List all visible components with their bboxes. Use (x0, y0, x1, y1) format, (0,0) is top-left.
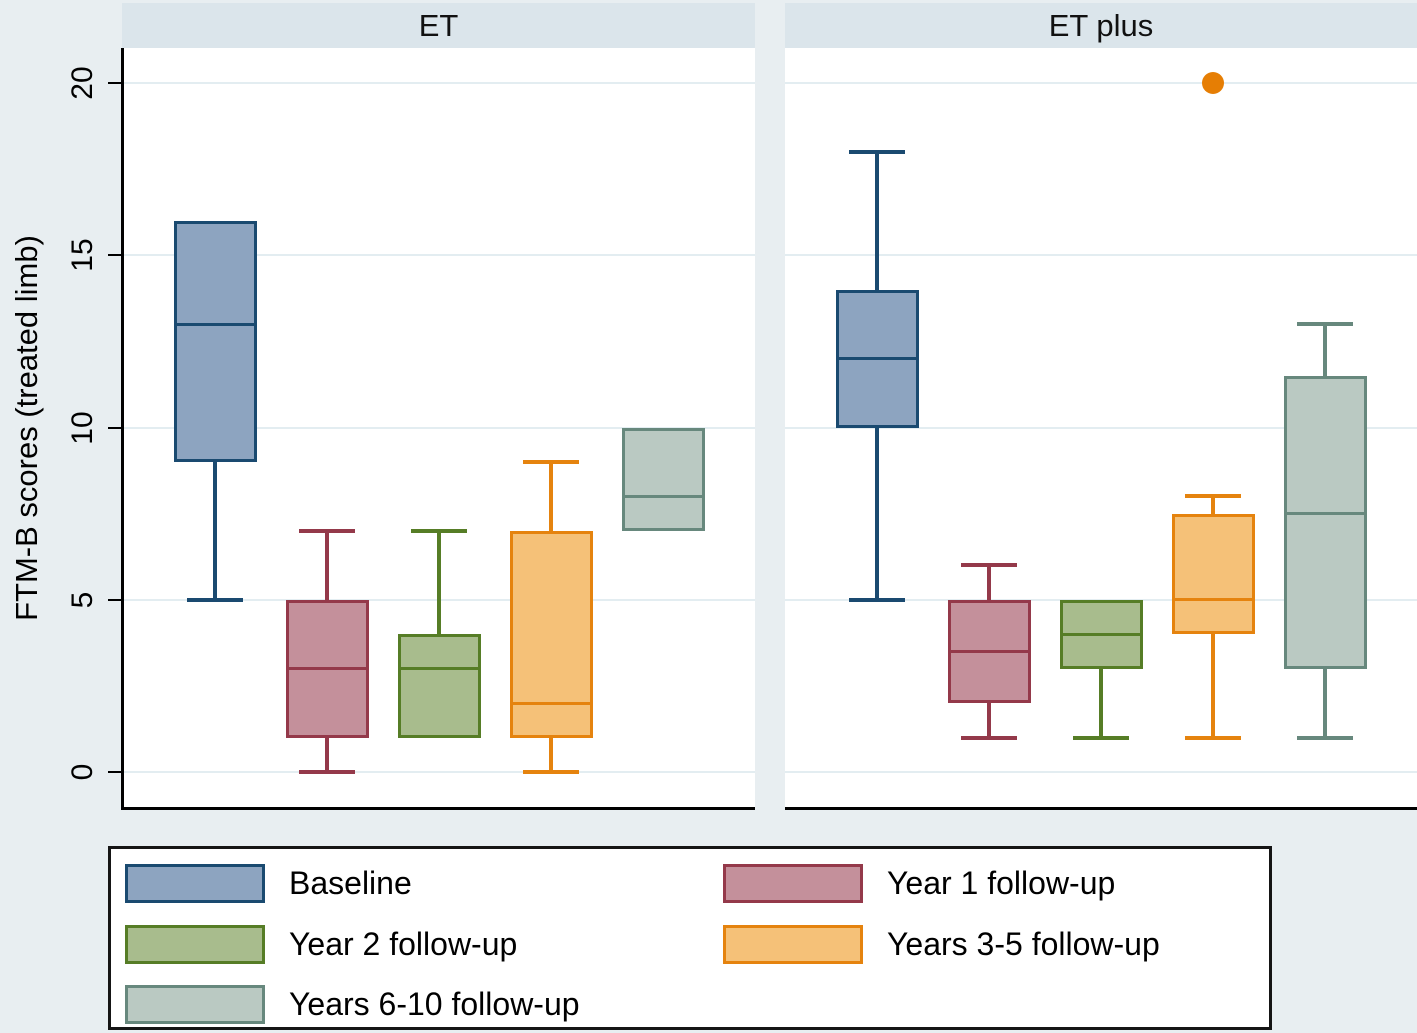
legend-swatch-year2 (125, 925, 265, 964)
box (173, 220, 257, 462)
y-tick-mark (108, 254, 123, 257)
gridline (123, 82, 755, 85)
whisker-cap (849, 597, 905, 602)
legend: Baseline Year 1 follow-up Year 2 follow-… (108, 846, 1272, 1030)
legend-item-baseline: Baseline (125, 864, 412, 903)
whisker-stem (325, 530, 329, 600)
whisker-cap (299, 528, 355, 533)
whisker-stem (1323, 668, 1327, 738)
whisker-cap (1185, 735, 1241, 740)
y-tick-mark (108, 598, 123, 601)
whisker-cap (299, 770, 355, 774)
legend-swatch-years610 (125, 985, 265, 1024)
median-line (1174, 598, 1252, 602)
legend-swatch-baseline (125, 864, 265, 903)
y-axis-line (121, 48, 124, 810)
legend-item-years35: Years 3-5 follow-up (723, 925, 1160, 964)
whisker-cap (523, 460, 579, 464)
gridline (785, 82, 1417, 85)
legend-swatch-year1 (723, 864, 863, 903)
median-line (624, 494, 702, 498)
legend-item-year1: Year 1 follow-up (723, 864, 1115, 903)
y-tick-label: 15 (66, 238, 99, 273)
median-line (1286, 512, 1364, 516)
median-line (400, 667, 478, 671)
y-tick-label: 0 (66, 763, 99, 781)
median-line (288, 667, 366, 671)
whisker-stem (1099, 668, 1103, 738)
median-line (950, 649, 1028, 653)
legend-item-years610: Years 6-10 follow-up (125, 985, 580, 1024)
whisker-stem (1211, 634, 1215, 738)
whisker-cap (187, 597, 243, 602)
whisker-cap (1297, 735, 1353, 740)
box (621, 427, 705, 531)
legend-item-year2: Year 2 follow-up (125, 925, 517, 964)
whisker-stem (875, 427, 879, 600)
box (1171, 513, 1255, 635)
whisker-cap (961, 563, 1017, 568)
median-line (838, 357, 916, 361)
box (397, 634, 481, 738)
x-axis-line-et (121, 807, 755, 810)
y-tick-mark (108, 771, 123, 773)
gridline (785, 426, 1417, 429)
whisker-stem (549, 462, 553, 531)
box (509, 530, 593, 738)
whisker-stem (213, 462, 217, 600)
legend-label-years610: Years 6-10 follow-up (289, 986, 580, 1022)
x-axis-line-et-plus (785, 807, 1417, 810)
median-line (512, 701, 590, 705)
whisker-stem (1211, 496, 1215, 514)
whisker-stem (987, 565, 991, 600)
whisker-cap (961, 735, 1017, 740)
y-tick-label: 20 (66, 66, 99, 100)
y-tick-label: 5 (66, 591, 99, 609)
whisker-cap (523, 770, 579, 774)
legend-label-baseline: Baseline (289, 865, 412, 901)
panel-title-et-plus: ET plus (1048, 7, 1154, 43)
gridline (785, 771, 1417, 773)
legend-swatch-years35 (723, 925, 863, 964)
gridline (123, 771, 755, 773)
whisker-cap (1185, 494, 1241, 499)
whisker-cap (411, 528, 467, 533)
whisker-cap (1297, 322, 1353, 327)
whisker-stem (437, 530, 441, 635)
whisker-cap (1073, 735, 1129, 740)
box (1283, 375, 1367, 669)
median-line (1062, 632, 1140, 636)
whisker-stem (1323, 324, 1327, 376)
y-tick-label: 10 (66, 410, 99, 445)
outlier-point (1202, 72, 1224, 95)
gridline (123, 426, 755, 429)
panel-header-et-plus: ET plus (785, 3, 1417, 48)
gridline (785, 254, 1417, 257)
whisker-cap (849, 150, 905, 155)
legend-label-years35: Years 3-5 follow-up (887, 926, 1160, 962)
y-tick-mark (108, 82, 123, 85)
whisker-stem (325, 737, 329, 772)
y-axis-title: FTM-B scores (treated limb) (9, 235, 44, 621)
gridline (123, 254, 755, 257)
median-line (176, 322, 254, 326)
whisker-stem (549, 737, 553, 772)
whisker-stem (875, 152, 879, 290)
legend-label-year1: Year 1 follow-up (887, 865, 1116, 901)
whisker-stem (987, 703, 991, 738)
panel-title-et: ET (418, 7, 459, 43)
legend-label-year2: Year 2 follow-up (289, 926, 518, 962)
panel-header-et: ET (122, 3, 755, 48)
y-tick-mark (108, 426, 123, 429)
